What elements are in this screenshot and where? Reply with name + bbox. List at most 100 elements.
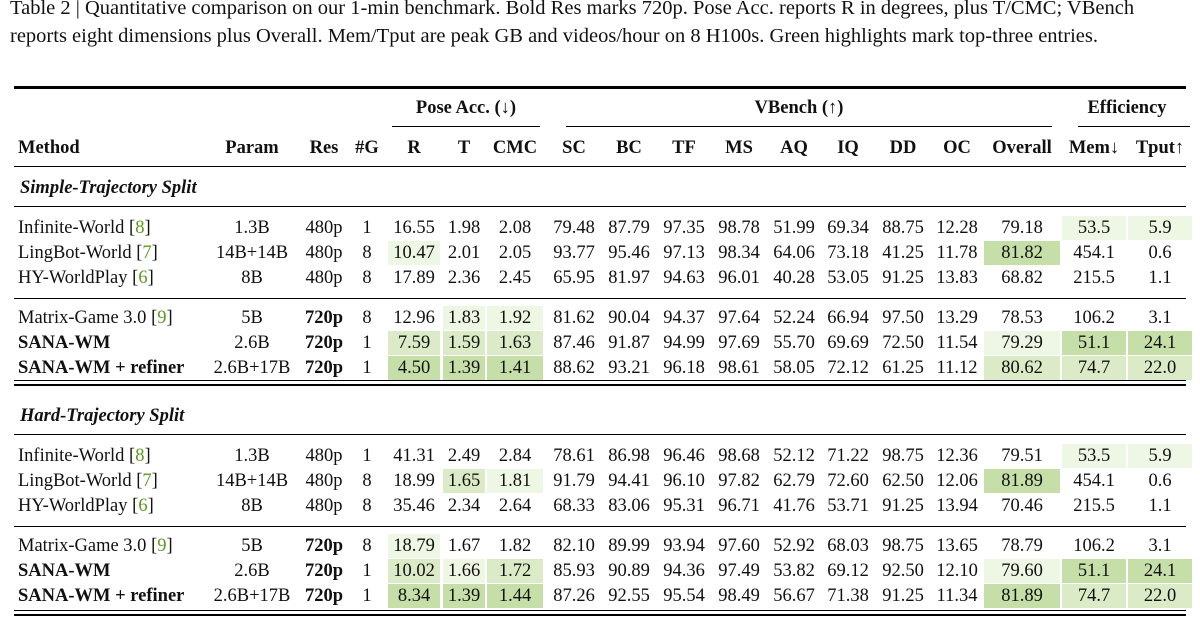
table-cell-mem: 53.5 [1077,218,1111,238]
method-name: Infinite-World [8] [18,446,151,466]
highlight-cell [388,584,440,608]
table-cell-overall: 79.29 [1001,333,1043,353]
citation-link[interactable]: 8 [135,446,145,466]
highlight-cell [1128,559,1192,583]
citation-link[interactable]: 8 [135,218,145,238]
column-header-tf: TF [672,138,696,158]
table-cell-mem: 74.7 [1077,358,1111,378]
citation-link[interactable]: 7 [142,471,152,491]
citation-link[interactable]: 9 [157,308,167,328]
table-cell-t: 2.36 [447,268,481,288]
table-cell-ms: 98.49 [718,586,760,606]
citation-link[interactable]: 7 [142,243,152,263]
table-cell-param: 2.6B [234,333,270,353]
table-cell-res: 720p [304,358,344,378]
table-cell-ms: 98.78 [718,218,760,238]
table-cell-overall: 79.51 [1001,446,1043,466]
highlight-cell [1062,216,1126,240]
method-label: SANA-WM [18,333,111,353]
table-cell-dd: 98.75 [882,446,924,466]
table-cell-res: 480p [305,471,343,491]
citation-link[interactable]: 6 [138,496,148,516]
method-name: SANA-WM [18,331,111,355]
table-cell-oc: 11.78 [936,243,978,263]
table-cell-oc: 13.94 [936,496,978,516]
table-cell-g: 1 [362,446,372,466]
table-cell-iq: 69.69 [827,333,869,353]
column-header-ms: MS [725,138,753,158]
table-cell-sc: 78.61 [553,446,595,466]
table-cell-g: 1 [362,218,372,238]
table-cell-cmc: 1.92 [498,308,532,328]
block-separator [14,526,1186,527]
table-cell-sc: 85.93 [553,561,595,581]
table-cell-g: 1 [362,333,372,353]
table-cell-t: 2.34 [447,496,481,516]
table-cell-ms: 97.49 [718,561,760,581]
table-cell-param: 2.6B+17B [213,358,291,378]
table-cell-ms: 97.60 [718,536,760,556]
table-cell-sc: 88.62 [553,358,595,378]
column-header-tput: Tput↑ [1135,138,1185,158]
table-cell-cmc: 1.41 [498,358,532,378]
table-cell-param: 8B [241,496,263,516]
table-cell-overall: 68.82 [1001,268,1043,288]
method-label: Matrix-Game 3.0 [18,536,147,556]
highlight-cell [487,356,543,380]
method-name: HY-WorldPlay [6] [18,268,154,288]
table-cell-oc: 13.29 [936,308,978,328]
table-cell-r: 8.34 [397,586,431,606]
citation-link[interactable]: 6 [138,268,148,288]
citation-link[interactable]: 9 [157,536,167,556]
highlight-cell [984,241,1060,265]
table-cell-aq: 41.76 [773,496,815,516]
table-cell-dd: 92.50 [882,561,924,581]
section-end-rule [14,380,1186,381]
table-cell-t: 1.65 [447,471,481,491]
method-label: LingBot-World [18,243,132,263]
column-header-g: #G [355,138,379,158]
pose-group-rule [392,126,540,127]
table-cell-tput: 3.1 [1148,308,1172,328]
table-cell-tput: 22.0 [1143,358,1177,378]
table-cell-tf: 96.46 [663,446,705,466]
column-header-param: Param [225,138,279,158]
table-cell-sc: 82.10 [553,536,595,556]
table-cell-tf: 93.94 [663,536,705,556]
table-cell-sc: 68.33 [553,496,595,516]
table-cell-bc: 90.89 [608,561,650,581]
table-cell-res: 720p [304,586,344,606]
table-cell-param: 2.6B+17B [213,586,291,606]
highlight-cell [443,469,485,493]
table-cell-res: 720p [304,536,344,556]
table-cell-sc: 93.77 [553,243,595,263]
table-cell-mem: 454.1 [1073,243,1115,263]
table-cell-bc: 91.87 [608,333,650,353]
table-cell-res: 480p [305,243,343,263]
section-rule-1 [14,434,1186,435]
section-end-rule [14,610,1186,611]
table-cell-aq: 62.79 [773,471,815,491]
table-cell-dd: 88.75 [882,218,924,238]
table-cell-oc: 12.36 [936,446,978,466]
table-cell-t: 1.39 [447,586,481,606]
table-cell-oc: 12.28 [936,218,978,238]
table-cell-tput: 22.0 [1143,586,1177,606]
table-cell-tf: 96.10 [663,471,705,491]
method-label: SANA-WM + refiner [18,358,185,378]
method-name: Matrix-Game 3.0 [9] [18,308,173,328]
highlight-cell [487,559,543,583]
efficiency-group-rule [1078,126,1190,127]
table-cell-t: 1.83 [447,308,481,328]
table-cell-ms: 98.68 [718,446,760,466]
table-cell-oc: 12.10 [936,561,978,581]
highlight-cell [388,241,440,265]
table-cell-tf: 94.37 [663,308,705,328]
table-cell-tput: 5.9 [1148,218,1172,238]
table-cell-g: 8 [362,308,372,328]
table-cell-bc: 92.55 [608,586,650,606]
header-rule [14,166,1186,167]
table-cell-param: 1.3B [234,446,270,466]
table-cell-mem: 106.2 [1073,308,1115,328]
column-header-method: Method [18,138,80,158]
